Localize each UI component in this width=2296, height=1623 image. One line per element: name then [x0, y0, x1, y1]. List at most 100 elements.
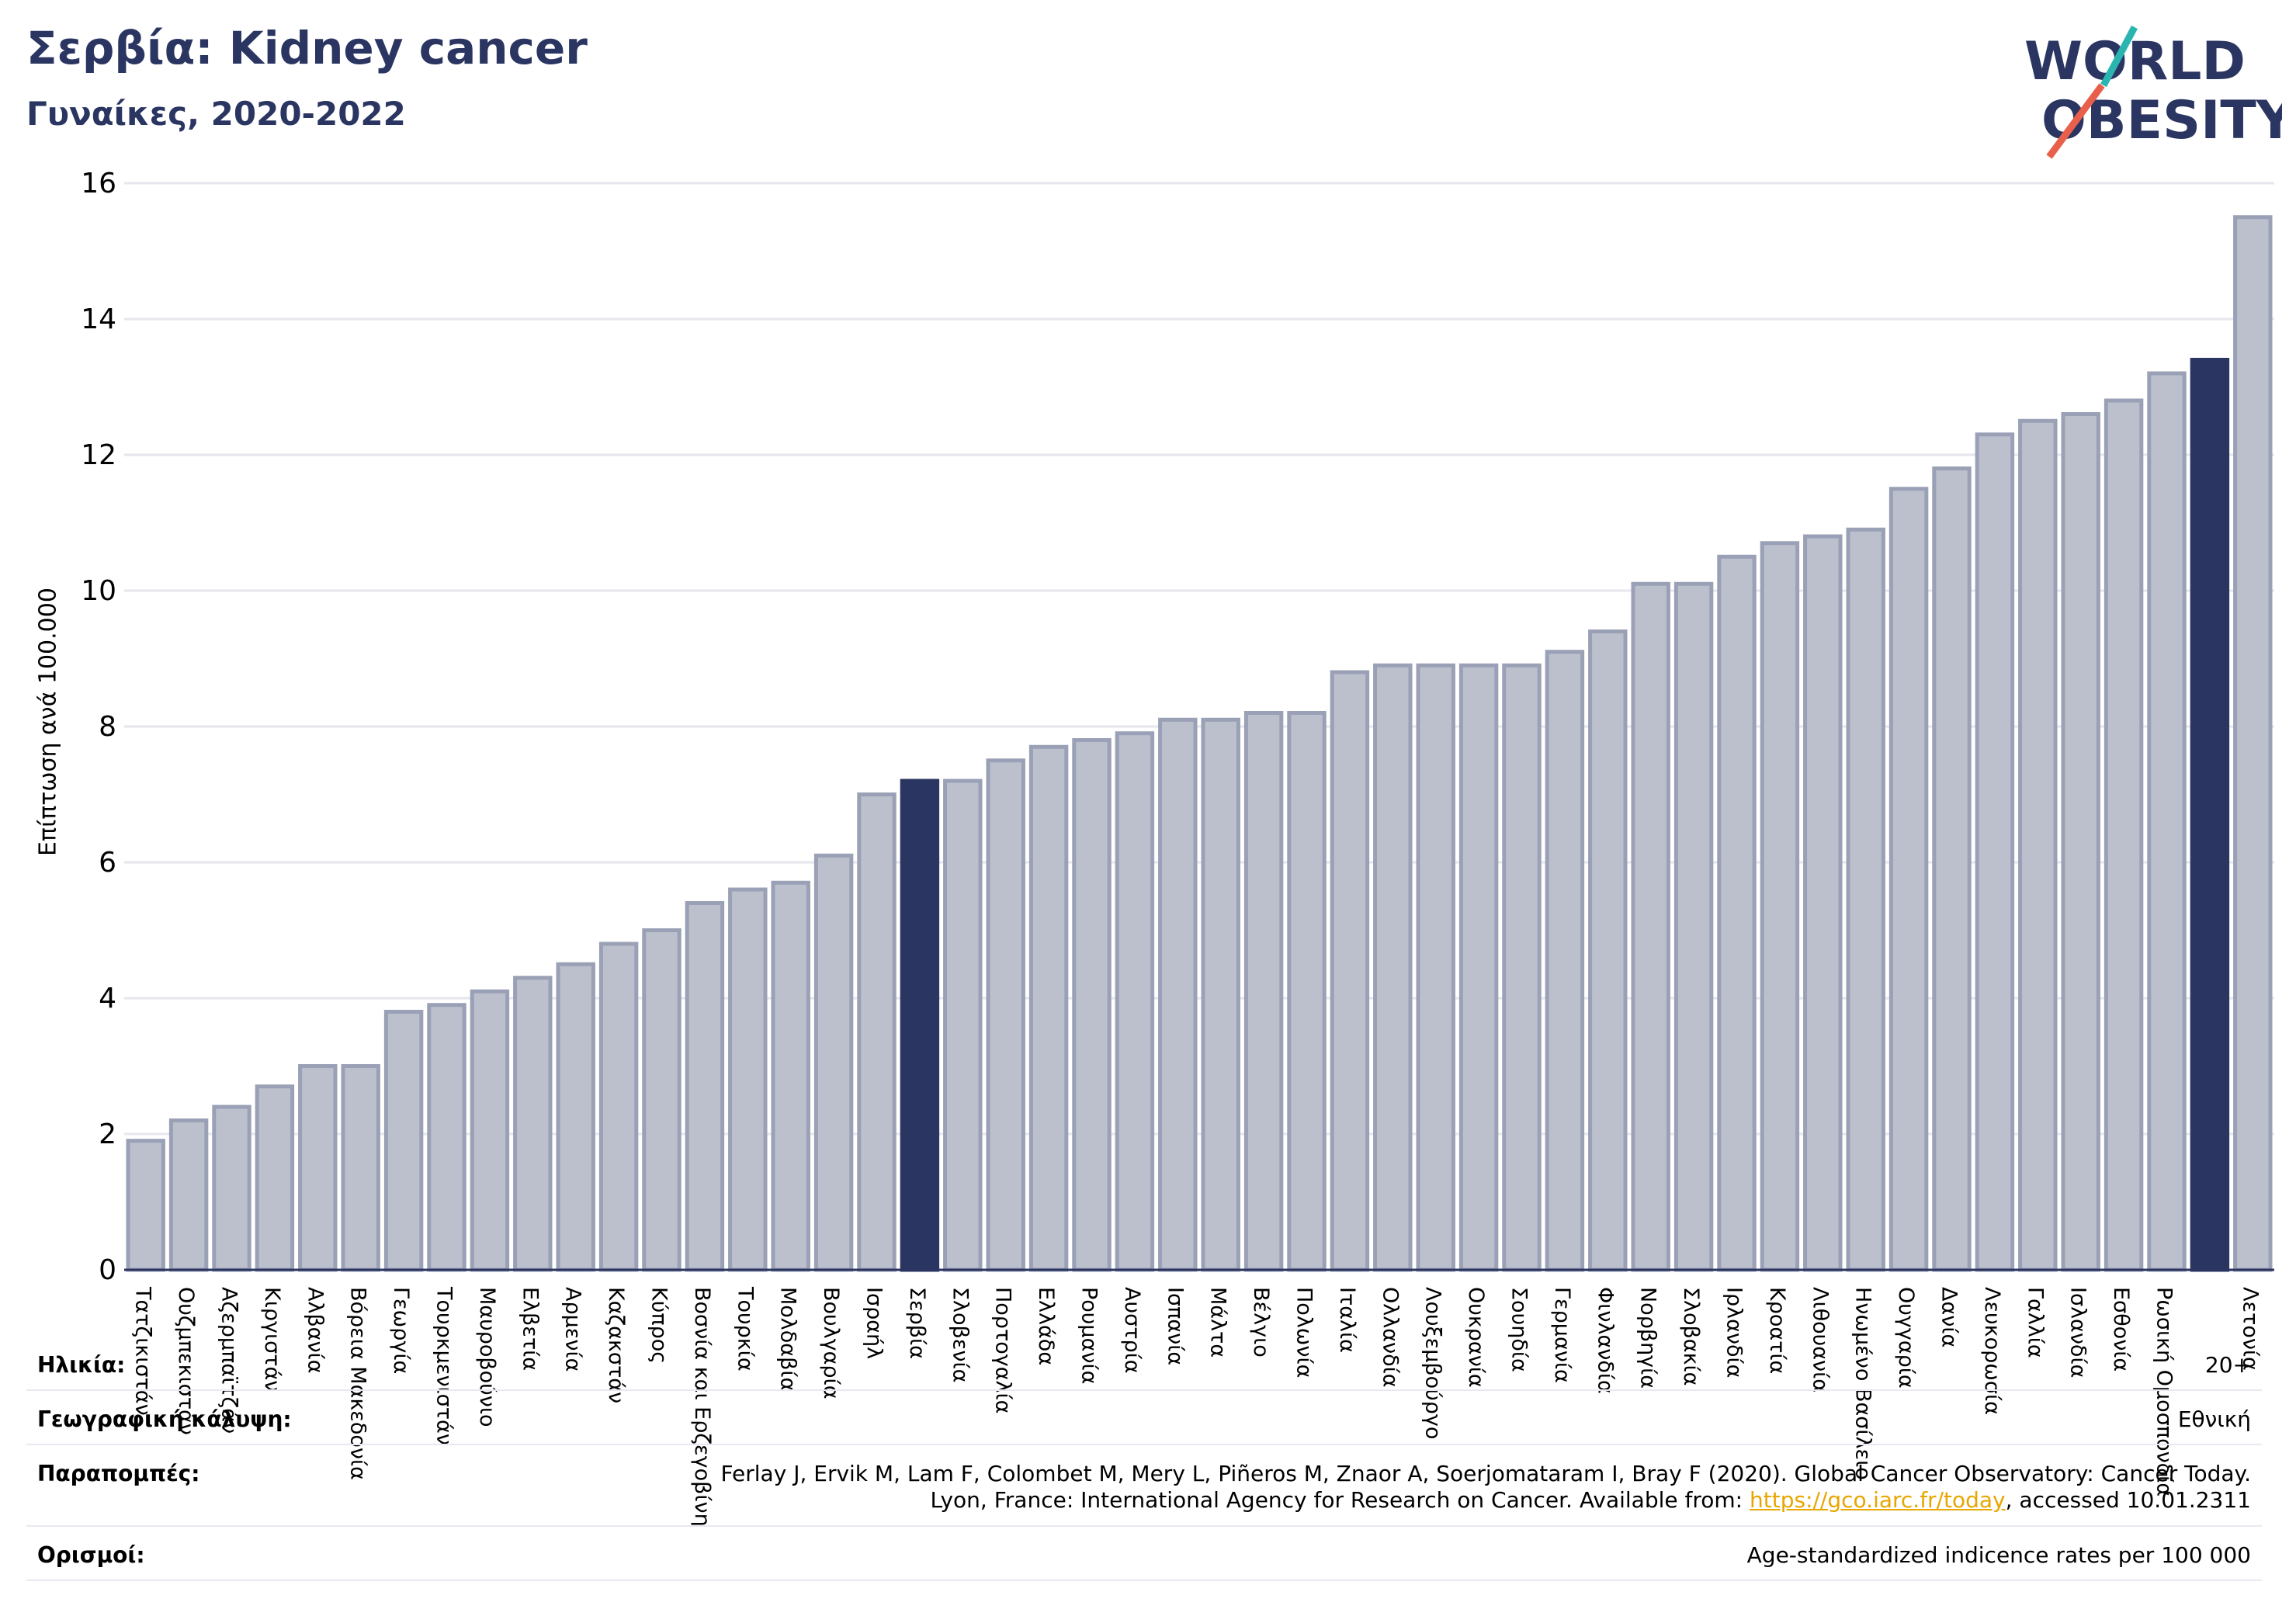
- bar: [2061, 412, 2100, 1272]
- x-tick-label: Βοσνία και Ερζεγοβίνη: [690, 1287, 714, 1527]
- x-tick-label: Νορβηγία: [1636, 1287, 1660, 1389]
- x-tick-label: Λιθουανία: [1808, 1287, 1832, 1392]
- x-tick-label: Ουκρανία: [1464, 1287, 1488, 1388]
- x-tick-label: Βόρεια Μακεδονία: [346, 1287, 370, 1480]
- x-tick-label: Γαλλία: [2023, 1287, 2047, 1358]
- x-tick-label: Πορτογαλία: [991, 1287, 1015, 1413]
- bar-highlight: [2190, 358, 2230, 1272]
- meta-def-key: Ορισμοί:: [37, 1542, 145, 1568]
- meta-age-key: Ηλικία:: [37, 1352, 126, 1378]
- x-tick-label: Ρωσική Ομοσπονδία: [2152, 1287, 2176, 1496]
- meta-ref-link[interactable]: https://gco.iarc.fr/today: [1750, 1487, 2006, 1513]
- logo-line1: WORLD: [2024, 31, 2246, 92]
- y-tick-label: 12: [81, 439, 116, 471]
- bar: [126, 1139, 165, 1272]
- x-tick-label: Βουλγαρία: [819, 1287, 843, 1399]
- meta-geo-value: Εθνική: [2177, 1406, 2251, 1432]
- x-tick-label: Ολλανδία: [1378, 1287, 1402, 1388]
- logo-line2: OBESITY: [2041, 90, 2282, 151]
- x-tick-label: Αλβανία: [303, 1287, 327, 1374]
- x-tick-label: Καζακστάν: [604, 1287, 628, 1403]
- bar: [1502, 663, 1542, 1272]
- logo-slash-red: [2046, 83, 2105, 159]
- bar: [1243, 711, 1284, 1272]
- meta-ref-line2: Lyon, France: International Agency for R…: [930, 1487, 2251, 1513]
- meta-geo-key: Γεωγραφική κάλυψη:: [37, 1406, 292, 1432]
- x-tick-label: Ουγγαρία: [1894, 1287, 1918, 1389]
- bar: [1673, 581, 1714, 1272]
- bar: [1072, 738, 1112, 1272]
- bar: [470, 989, 510, 1272]
- bar: [943, 779, 983, 1272]
- x-tick-label: Λευκορωσία: [1980, 1287, 2004, 1415]
- meta-ref-key: Παραπομπές:: [37, 1461, 200, 1486]
- bar: [1846, 527, 1885, 1272]
- x-tick-label: Μολδαβία: [776, 1287, 800, 1391]
- bar: [857, 792, 897, 1272]
- bar: [1458, 663, 1499, 1272]
- chart-subtitle: Γυναίκες, 2020-2022: [26, 95, 406, 133]
- x-tick-label: Ρουμανία: [1077, 1287, 1101, 1384]
- bar: [598, 942, 639, 1272]
- x-tick-label: Λετονία: [2238, 1287, 2262, 1371]
- x-tick-label: Φινλανδία: [1593, 1287, 1617, 1394]
- bar: [728, 887, 768, 1272]
- x-tick-label: Δανία: [1937, 1287, 1961, 1347]
- y-tick-label: 2: [99, 1118, 116, 1150]
- bar: [255, 1084, 295, 1272]
- x-tick-label: Ηνωμένο Βασίλειο: [1851, 1287, 1875, 1480]
- meta-ref-line1: Ferlay J, Ervik M, Lam F, Colombet M, Me…: [720, 1461, 2251, 1486]
- x-tick-label: Αρμενία: [561, 1287, 585, 1372]
- meta-def-value: Age-standardized indicence rates per 100…: [1746, 1542, 2251, 1568]
- bar: [1717, 554, 1757, 1272]
- bar: [2233, 215, 2273, 1272]
- meta-ref-line2-pre: Lyon, France: International Agency for R…: [930, 1487, 1750, 1513]
- logo-slash-teal: [2100, 25, 2138, 88]
- bar: [1588, 629, 1628, 1272]
- x-tick-label: Τατζικιστάν: [131, 1286, 155, 1416]
- x-tick-label: Λουξεμβούργο: [1421, 1287, 1445, 1439]
- x-tick-label: Ουζμπεκιστάν: [174, 1287, 198, 1435]
- x-tick-label: Σουηδία: [1507, 1287, 1531, 1372]
- x-tick-label: Μαυροβούνιο: [475, 1287, 499, 1427]
- bar: [1373, 663, 1413, 1272]
- meta-ref-line2-post: , accessed 10.01.2311: [2005, 1487, 2251, 1513]
- bar: [1760, 541, 1800, 1272]
- x-tick-label: Ελβετία: [518, 1287, 542, 1371]
- y-tick-label: 14: [81, 303, 116, 335]
- x-tick-label: Γερμανία: [1550, 1287, 1574, 1383]
- x-tick-label: Ισλανδία: [2066, 1287, 2090, 1378]
- meta-row-ref: Παραπομπές: Ferlay J, Ervik M, Lam F, Co…: [26, 1444, 2262, 1527]
- bar: [771, 880, 810, 1272]
- x-tick-label: Μάλτα: [1206, 1287, 1230, 1358]
- bar: [2104, 398, 2144, 1272]
- y-tick-label: 0: [99, 1254, 116, 1286]
- bar: [341, 1064, 380, 1272]
- bar: [1975, 432, 2015, 1272]
- meta-row-geo: Γεωγραφική κάλυψη: Εθνική: [26, 1389, 2262, 1445]
- bar: [1932, 466, 1972, 1272]
- meta-row-def: Ορισμοί: Age-standardized indicence rate…: [26, 1525, 2262, 1581]
- x-tick-label: Σλοβακία: [1679, 1287, 1703, 1385]
- x-tick-label: Σερβία: [905, 1287, 929, 1359]
- bar: [642, 928, 682, 1272]
- x-tick-label: Κιργιστάν: [260, 1287, 284, 1392]
- bar: [2147, 371, 2187, 1272]
- x-tick-label: Ισραήλ: [862, 1287, 886, 1359]
- y-tick-label: 16: [81, 168, 116, 199]
- bar: [383, 1010, 424, 1272]
- chart-title: Σερβία: Kidney cancer: [26, 22, 588, 75]
- x-tick-label: Κύπρος: [647, 1287, 671, 1364]
- bar: [513, 976, 553, 1272]
- bar: [986, 758, 1025, 1272]
- x-tick-label: Σλοβενία: [948, 1287, 972, 1382]
- bar: [212, 1105, 251, 1272]
- bar: [685, 901, 725, 1272]
- bar: [427, 1003, 466, 1272]
- meta-row-age: Ηλικία: 20+: [26, 1335, 2262, 1391]
- x-tick-label: Εσθονία: [2109, 1287, 2133, 1372]
- x-tick-label: Αζερμπαϊτζάν: [217, 1287, 241, 1434]
- bar: [1416, 663, 1455, 1272]
- bar: [1287, 711, 1327, 1272]
